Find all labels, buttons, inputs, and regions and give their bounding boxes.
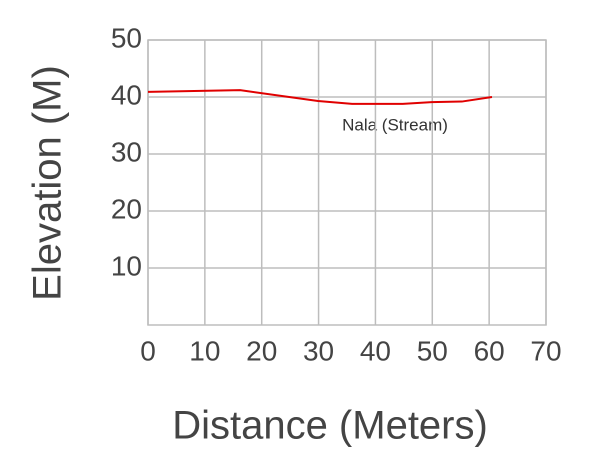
x-tick-label: 50 (417, 335, 448, 366)
x-tick-label: 0 (140, 335, 156, 366)
plot-frame (147, 39, 547, 326)
y-tick-label: 20 (111, 193, 142, 224)
x-tick-label: 40 (360, 335, 391, 366)
data-line (147, 89, 493, 105)
x-tick-label: 70 (530, 335, 561, 366)
x-axis-label: Distance (Meters) (172, 404, 488, 448)
x-tick-label: 60 (474, 335, 505, 366)
y-tick-label: 50 (111, 22, 142, 53)
y-tick-label: 40 (111, 79, 142, 110)
x-tick-label: 30 (303, 335, 334, 366)
annotation: Nala (Stream) (342, 115, 448, 134)
y-tick-label: 10 (111, 250, 142, 281)
y-axis-label: Elevation (M) (26, 65, 70, 301)
y-tick-label: 30 (111, 136, 142, 167)
x-tick-label: 10 (189, 335, 220, 366)
x-tick-label: 20 (246, 335, 277, 366)
